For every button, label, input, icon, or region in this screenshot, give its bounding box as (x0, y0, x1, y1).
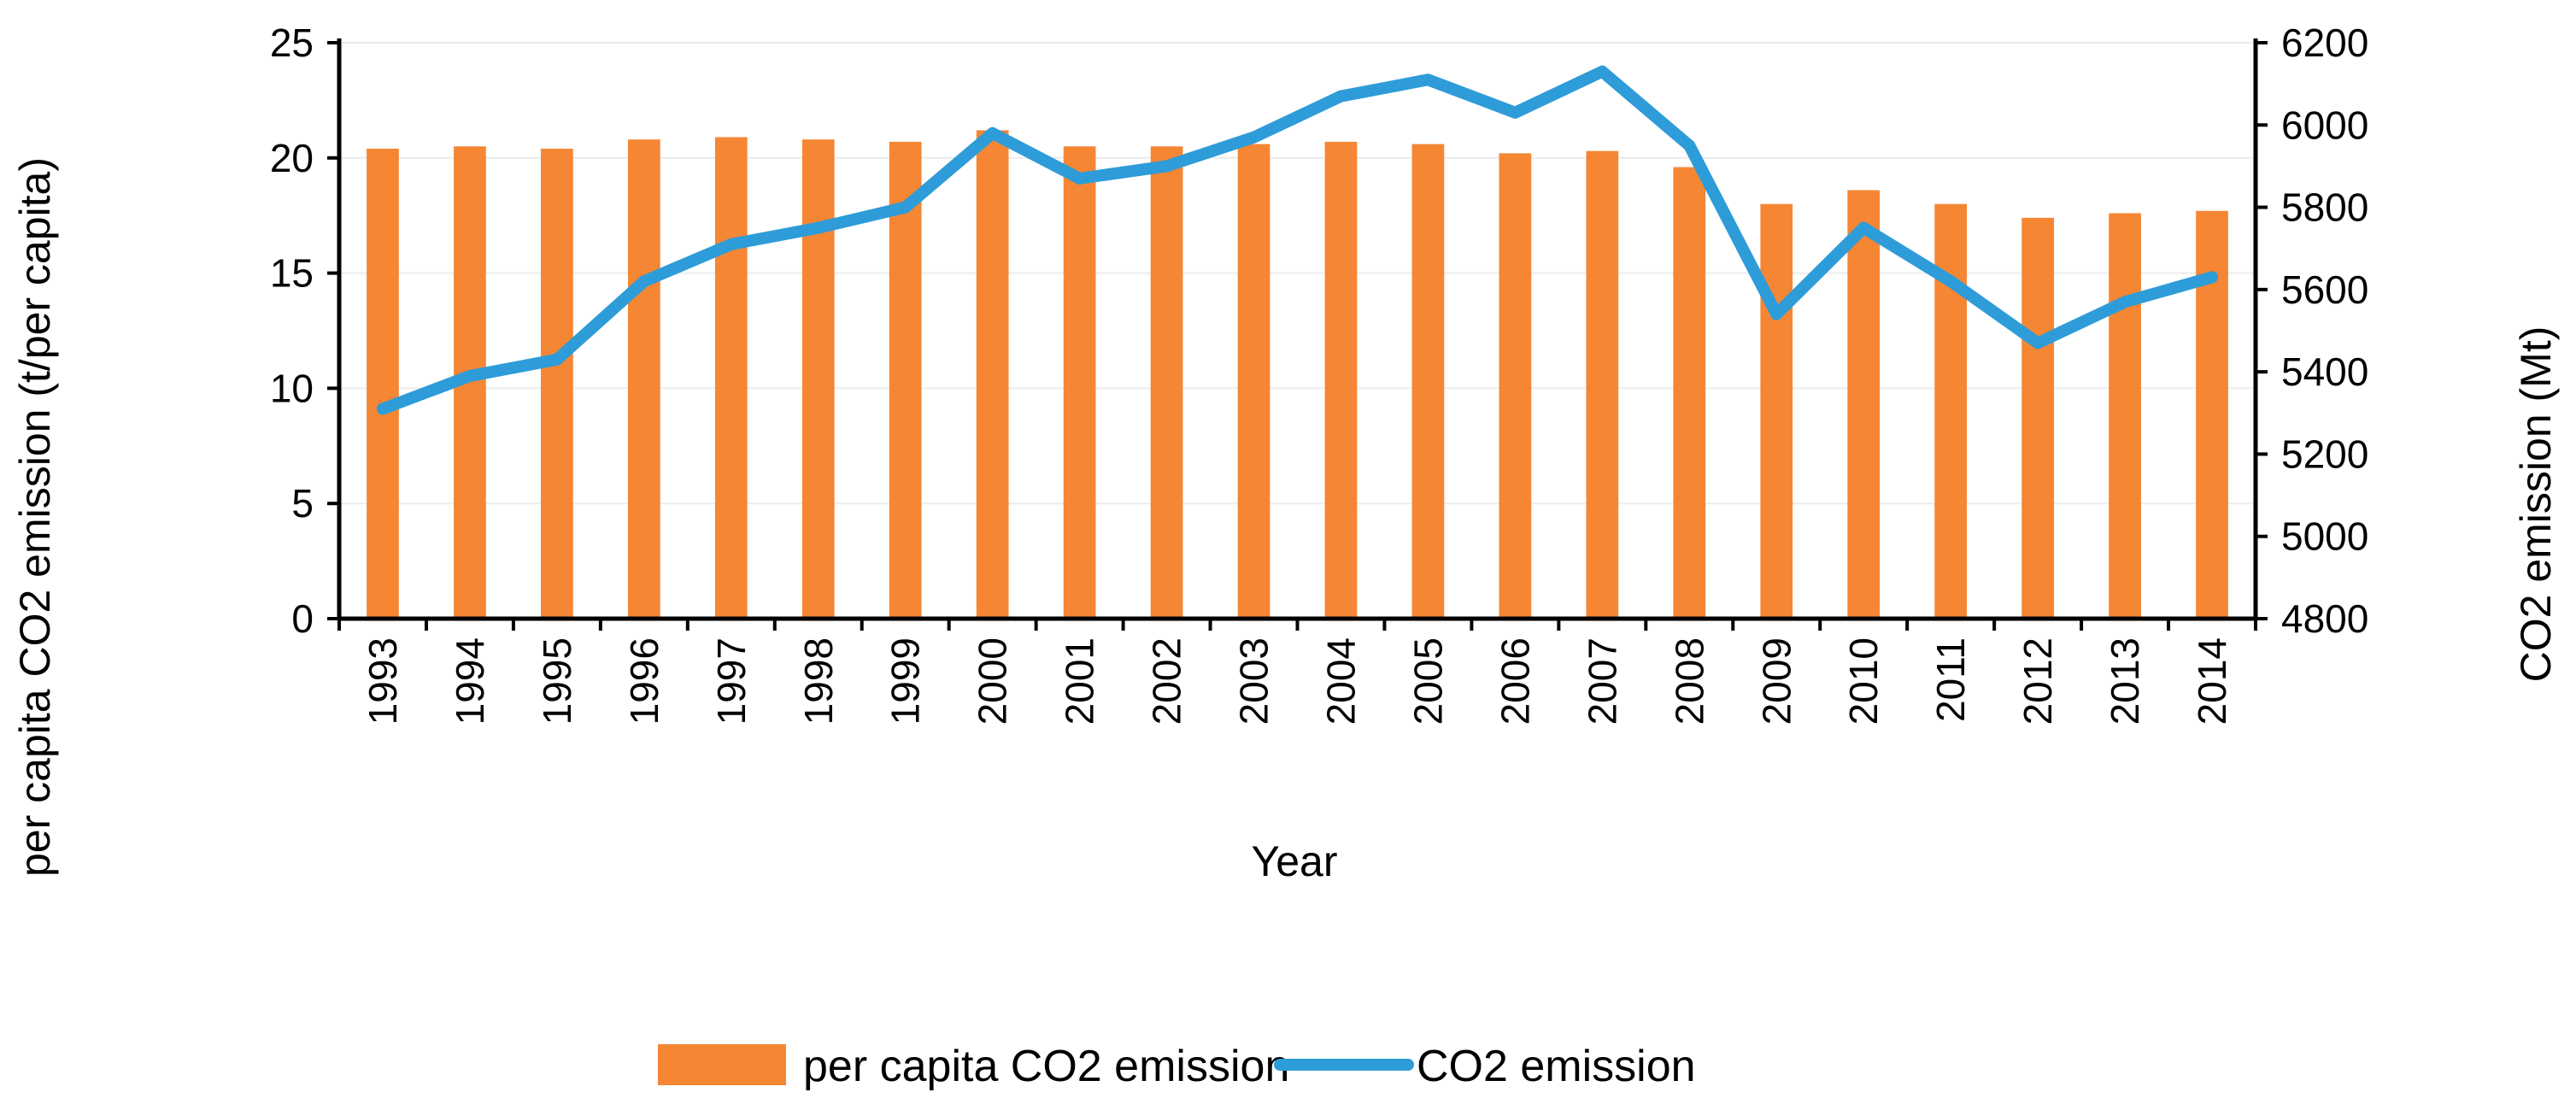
right-axis-title: CO2 emission (Mt) (2512, 326, 2560, 683)
left-tick-label: 10 (270, 366, 314, 410)
x-tick-label-2007: 2007 (1580, 637, 1624, 725)
point-2013 (2119, 296, 2132, 308)
bar-1999 (889, 141, 922, 620)
point-2011 (1945, 275, 1957, 288)
right-tick-label: 5800 (2281, 185, 2368, 230)
bar-2003 (1237, 144, 1270, 619)
point-2003 (1247, 131, 1260, 144)
bar-2000 (976, 130, 1009, 619)
point-1994 (463, 369, 476, 382)
x-tick-label-1999: 1999 (883, 637, 928, 725)
left-tick-label: 25 (270, 21, 314, 65)
legend: per capita CO2 emission CO2 emission (658, 1042, 1696, 1091)
x-tick-label-1998: 1998 (796, 637, 841, 725)
line-series (376, 65, 2219, 415)
point-2009 (1770, 308, 1783, 320)
bar-2004 (1324, 141, 1358, 620)
right-tick-label: 6200 (2281, 21, 2368, 65)
point-2012 (2032, 337, 2045, 349)
bar-2001 (1063, 146, 1096, 619)
point-2004 (1335, 90, 1347, 103)
x-tick-label-2003: 2003 (1232, 637, 1276, 725)
bar-1997 (714, 137, 748, 619)
point-1999 (899, 201, 912, 214)
legend-label-line: CO2 emission (1417, 1042, 1696, 1091)
right-tick-label: 5600 (2281, 267, 2368, 312)
x-tick-label-1994: 1994 (448, 637, 492, 725)
x-tick-label-1996: 1996 (622, 637, 666, 725)
left-tick-label: 20 (270, 136, 314, 180)
left-tick-label: 0 (291, 596, 314, 641)
x-tick-label-2014: 2014 (2190, 637, 2234, 725)
x-tick-label-2002: 2002 (1145, 637, 1189, 725)
right-tick-label: 6000 (2281, 103, 2368, 147)
point-2007 (1596, 65, 1609, 78)
x-tick-label-2001: 2001 (1058, 637, 1102, 725)
right-tick-label: 4800 (2281, 596, 2368, 641)
bar-2005 (1411, 144, 1445, 619)
bar-1993 (367, 149, 399, 620)
x-tick-label-1995: 1995 (535, 637, 579, 725)
x-tick-label-2004: 2004 (1318, 637, 1363, 725)
legend-swatch-bar (658, 1044, 786, 1085)
bar-2012 (2021, 217, 2054, 619)
left-axis-title: per capita CO2 emission (t/per capita) (11, 157, 59, 877)
co2-emission-line (377, 65, 2218, 415)
tick-labels: 0 5 10 15 20 25 4800 5000 5200 5400 5600 5800 6000 62… (270, 21, 2369, 725)
point-2005 (1422, 73, 1435, 86)
right-tick-label: 5400 (2281, 349, 2368, 394)
bar-2010 (1847, 190, 1881, 619)
point-1993 (376, 402, 389, 415)
x-tick-label-2010: 2010 (1841, 637, 1886, 725)
x-tick-label-1997: 1997 (709, 637, 754, 725)
point-2014 (2206, 271, 2219, 284)
x-tick-label-2009: 2009 (1754, 637, 1799, 725)
x-axis-title: Year (1251, 837, 1337, 885)
x-tick-label-2005: 2005 (1405, 637, 1450, 725)
bar-1998 (801, 139, 835, 619)
x-tick-label-2013: 2013 (2103, 637, 2147, 725)
point-1996 (637, 275, 650, 288)
x-tick-label-2011: 2011 (1928, 637, 1973, 722)
bar-2008 (1673, 167, 1706, 620)
x-tick-label-1993: 1993 (361, 637, 405, 725)
x-tick-label-2000: 2000 (971, 637, 1015, 725)
legend-label-bar: per capita CO2 emission (803, 1042, 1289, 1091)
bar-1995 (541, 149, 573, 620)
bar-2011 (1934, 203, 1968, 619)
x-tick-label-2006: 2006 (1493, 637, 1537, 725)
bar-2013 (2109, 213, 2141, 619)
point-2002 (1160, 160, 1173, 173)
right-tick-label: 5200 (2281, 432, 2368, 476)
bar-2002 (1150, 146, 1183, 619)
left-tick-label: 15 (270, 251, 314, 296)
bar-2007 (1586, 150, 1619, 619)
point-1995 (550, 353, 563, 366)
axes (327, 38, 2268, 631)
bar-2006 (1499, 153, 1532, 619)
x-tick-label-2008: 2008 (1667, 637, 1711, 725)
bar-2009 (1760, 203, 1793, 619)
point-2000 (986, 126, 999, 139)
right-tick-label: 5000 (2281, 514, 2368, 559)
x-tick-label-2012: 2012 (2016, 637, 2060, 725)
point-2010 (1857, 221, 1870, 234)
point-2008 (1683, 139, 1696, 152)
point-1998 (812, 221, 824, 234)
point-2001 (1073, 172, 1086, 185)
bar-1996 (627, 139, 660, 619)
left-tick-label: 5 (291, 481, 314, 526)
point-2006 (1509, 106, 1522, 119)
bar-series (367, 130, 2228, 620)
point-1997 (725, 238, 737, 250)
